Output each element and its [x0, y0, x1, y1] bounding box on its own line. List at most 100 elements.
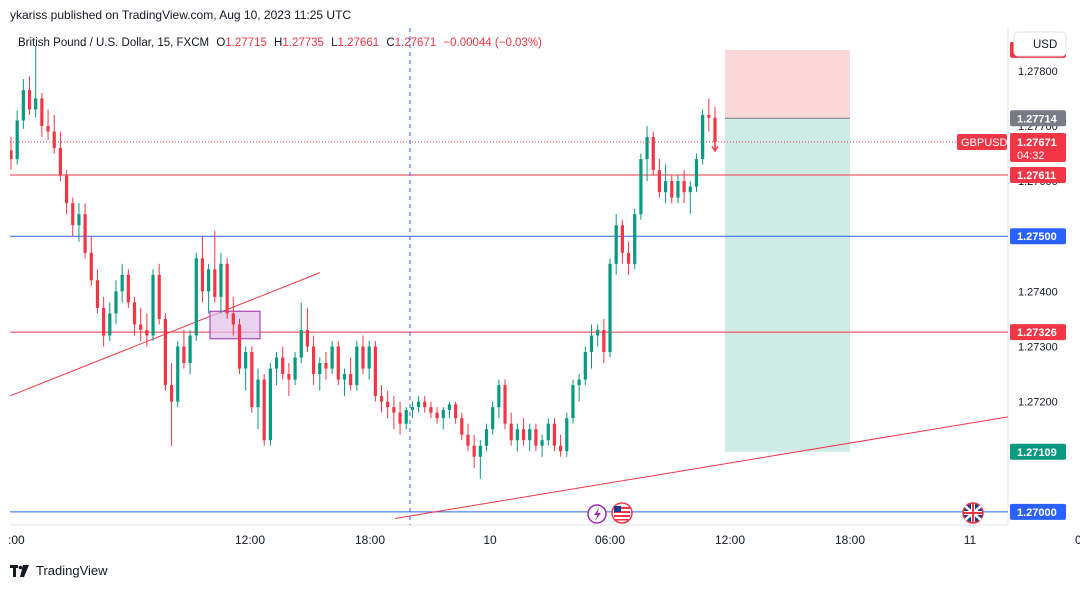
tradingview-logo-icon[interactable] — [10, 564, 30, 578]
candle[interactable] — [64, 175, 69, 204]
candle[interactable] — [398, 412, 402, 424]
candle[interactable] — [497, 385, 501, 408]
candle[interactable] — [478, 445, 482, 457]
candle[interactable] — [77, 214, 81, 226]
candle[interactable] — [429, 407, 433, 413]
candle[interactable] — [151, 274, 155, 336]
candle[interactable] — [293, 357, 297, 380]
candle[interactable] — [639, 159, 643, 215]
candle[interactable] — [670, 181, 674, 198]
candle[interactable] — [342, 374, 347, 380]
candle[interactable] — [21, 90, 25, 121]
candle[interactable] — [176, 346, 180, 402]
flash-icon[interactable] — [587, 504, 607, 524]
candle[interactable] — [355, 346, 359, 386]
candle[interactable] — [379, 396, 384, 402]
trendline[interactable] — [7, 272, 321, 398]
candle[interactable] — [416, 401, 421, 408]
candle[interactable] — [484, 429, 489, 446]
candle[interactable] — [688, 186, 692, 193]
candle[interactable] — [491, 407, 495, 430]
candle[interactable] — [694, 159, 699, 187]
candle[interactable] — [614, 225, 618, 264]
candle[interactable] — [546, 423, 550, 441]
candle[interactable] — [707, 114, 711, 118]
candle[interactable] — [509, 423, 513, 441]
candle[interactable] — [349, 374, 353, 386]
candle[interactable] — [27, 90, 32, 110]
candle[interactable] — [120, 274, 124, 292]
candle[interactable] — [447, 404, 452, 410]
candle[interactable] — [361, 346, 365, 369]
candle[interactable] — [89, 252, 93, 281]
candle[interactable] — [169, 385, 174, 402]
candle[interactable] — [132, 302, 137, 325]
candle[interactable] — [633, 214, 637, 264]
candle[interactable] — [540, 440, 544, 446]
candle[interactable] — [95, 280, 100, 308]
candle[interactable] — [145, 329, 149, 336]
candle[interactable] — [565, 418, 569, 452]
candle[interactable] — [207, 269, 211, 292]
candle[interactable] — [256, 379, 260, 408]
candle[interactable] — [194, 258, 198, 336]
rectangle-drawing[interactable] — [209, 310, 261, 340]
trendline[interactable] — [7, 0, 410, 28]
candle[interactable] — [71, 203, 75, 226]
candle[interactable] — [454, 404, 458, 419]
candle[interactable] — [274, 357, 279, 369]
us-flag-icon[interactable] — [611, 502, 633, 524]
candle[interactable] — [466, 434, 470, 446]
position-stop-zone[interactable] — [725, 49, 850, 119]
candle[interactable] — [404, 409, 408, 424]
trendline[interactable] — [394, 397, 1080, 519]
candle[interactable] — [163, 318, 167, 386]
candle[interactable] — [182, 346, 186, 364]
candle[interactable] — [583, 352, 587, 380]
candle[interactable] — [237, 324, 242, 369]
candle[interactable] — [311, 346, 316, 375]
currency-selector[interactable]: USD — [1013, 31, 1067, 57]
candle[interactable] — [225, 263, 229, 314]
candle[interactable] — [552, 423, 557, 446]
candle[interactable] — [435, 412, 439, 419]
candle[interactable] — [40, 98, 44, 126]
candle[interactable] — [577, 379, 581, 386]
candle[interactable] — [571, 385, 575, 419]
candle[interactable] — [231, 313, 235, 325]
candle[interactable] — [281, 357, 285, 375]
candle[interactable] — [318, 363, 322, 375]
candle[interactable] — [262, 379, 266, 441]
candle[interactable] — [213, 269, 217, 297]
candle[interactable] — [472, 445, 476, 457]
candle[interactable] — [287, 374, 291, 380]
candle[interactable] — [373, 346, 377, 397]
candle[interactable] — [503, 385, 507, 424]
position-target-zone[interactable] — [725, 118, 850, 452]
candle[interactable] — [596, 329, 600, 336]
time-axis[interactable]: :00 12:00 18:00 10 06:00 12:00 18:00 11 06:00 — [8, 533, 1080, 547]
candle[interactable] — [188, 335, 192, 364]
candle[interactable] — [663, 181, 668, 193]
candle[interactable] — [330, 346, 334, 369]
candle[interactable] — [139, 324, 143, 330]
candle[interactable] — [651, 137, 655, 171]
candle[interactable] — [219, 263, 223, 297]
candle[interactable] — [46, 125, 50, 132]
candle[interactable] — [460, 418, 464, 435]
candle[interactable] — [324, 363, 328, 369]
candle[interactable] — [589, 335, 594, 353]
candle[interactable] — [682, 181, 686, 193]
candle[interactable] — [250, 352, 254, 408]
candle[interactable] — [299, 329, 303, 358]
candle[interactable] — [528, 429, 532, 441]
candle[interactable] — [15, 120, 19, 160]
uk-flag-icon[interactable] — [962, 502, 984, 524]
candle[interactable] — [114, 291, 118, 314]
candle[interactable] — [515, 429, 519, 441]
candle[interactable] — [200, 258, 205, 292]
candle[interactable] — [676, 181, 680, 198]
candle[interactable] — [102, 307, 106, 336]
candle[interactable] — [701, 114, 705, 160]
